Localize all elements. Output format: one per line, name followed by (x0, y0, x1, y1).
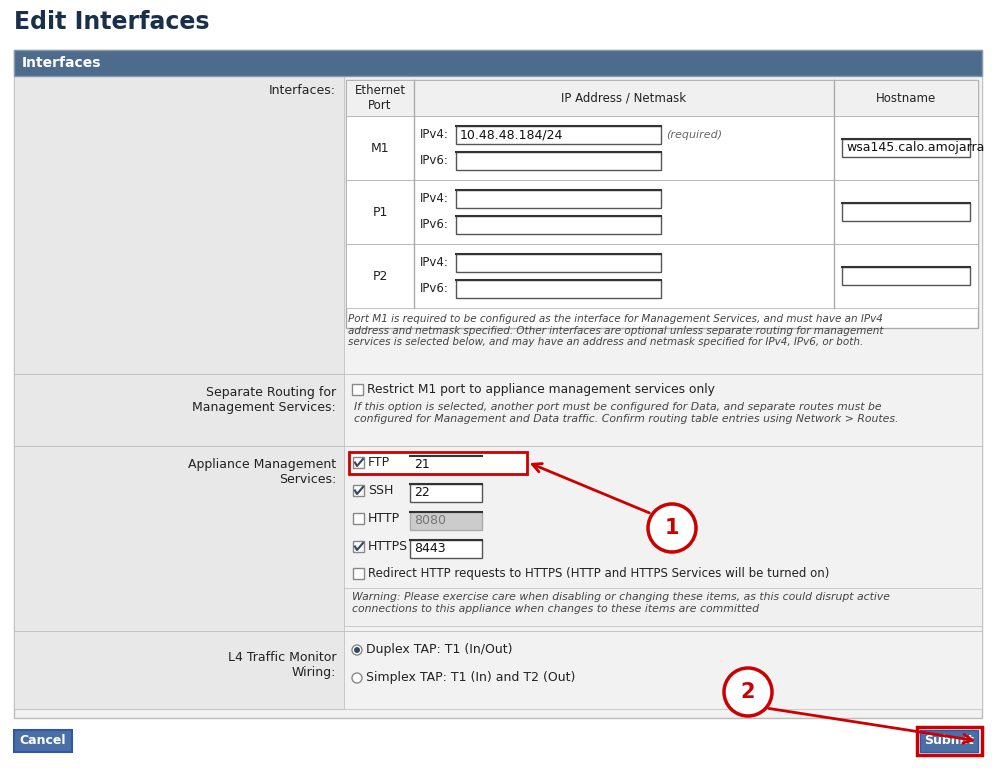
Bar (346, 244, 978, 308)
Text: Duplex TAP: T1 (In/Out): Duplex TAP: T1 (In/Out) (366, 643, 512, 656)
Text: Submit: Submit (924, 735, 974, 748)
Text: SSH: SSH (368, 484, 394, 497)
Bar (456, 280, 661, 298)
Text: IPv4:: IPv4: (420, 257, 449, 270)
Circle shape (352, 673, 362, 683)
Bar (14, 446, 982, 631)
Text: 21: 21 (414, 459, 430, 471)
Text: Ethernet
Port: Ethernet Port (355, 84, 406, 112)
Circle shape (648, 504, 696, 552)
Text: P1: P1 (373, 205, 388, 219)
Text: IPv4:: IPv4: (420, 192, 449, 205)
Bar (14, 730, 72, 752)
Circle shape (724, 668, 772, 716)
Bar (456, 126, 661, 144)
Text: P2: P2 (373, 270, 388, 283)
Text: Port M1 is required to be configured as the interface for Management Services, a: Port M1 is required to be configured as … (348, 314, 883, 347)
Bar (410, 512, 482, 530)
Text: 1: 1 (664, 518, 679, 538)
Text: FTP: FTP (368, 456, 391, 469)
Text: 22: 22 (414, 487, 430, 500)
Text: IPv6:: IPv6: (420, 283, 449, 295)
Text: Appliance Management
Services:: Appliance Management Services: (188, 458, 336, 486)
Bar (353, 513, 364, 524)
Text: Edit Interfaces: Edit Interfaces (14, 10, 210, 34)
Bar (456, 152, 661, 170)
Bar (344, 588, 982, 626)
Text: Interfaces: Interfaces (22, 56, 102, 70)
Bar (346, 80, 978, 116)
Bar (456, 190, 661, 208)
Text: 8443: 8443 (414, 542, 446, 556)
Bar (917, 727, 982, 755)
Text: IPv4:: IPv4: (420, 129, 449, 142)
Bar (14, 374, 982, 446)
Bar (353, 485, 364, 496)
Bar (346, 116, 978, 180)
Text: HTTPS: HTTPS (368, 539, 409, 553)
Text: Restrict M1 port to appliance management services only: Restrict M1 port to appliance management… (367, 383, 715, 395)
Bar (349, 452, 527, 474)
Bar (842, 139, 970, 157)
Text: Warning: Please exercise care when disabling or changing these items, as this co: Warning: Please exercise care when disab… (352, 592, 890, 614)
Text: Hostname: Hostname (876, 91, 936, 105)
Circle shape (352, 645, 362, 655)
Bar (14, 631, 982, 709)
Text: HTTP: HTTP (368, 512, 401, 525)
Bar (14, 446, 344, 631)
Bar (842, 267, 970, 285)
Bar (353, 541, 364, 552)
Text: Cancel: Cancel (20, 735, 66, 748)
Bar (410, 456, 482, 474)
Bar (920, 730, 978, 752)
Text: 8080: 8080 (414, 515, 446, 528)
Bar (14, 50, 982, 76)
Bar (353, 457, 364, 468)
Text: If this option is selected, another port must be configured for Data, and separa: If this option is selected, another port… (354, 402, 898, 424)
Bar (352, 384, 363, 395)
Bar (14, 76, 344, 374)
Text: L4 Traffic Monitor
Wiring:: L4 Traffic Monitor Wiring: (228, 651, 336, 679)
Bar (456, 216, 661, 234)
Text: 10.48.48.184/24: 10.48.48.184/24 (460, 129, 563, 142)
Text: IPv6:: IPv6: (420, 219, 449, 232)
Bar (346, 80, 978, 328)
Text: wsa145.calo.amojarra: wsa145.calo.amojarra (846, 142, 984, 154)
Bar (410, 484, 482, 502)
Text: Interfaces:: Interfaces: (269, 84, 336, 97)
Text: Separate Routing for
Management Services:: Separate Routing for Management Services… (192, 386, 336, 414)
Text: M1: M1 (371, 142, 390, 154)
Bar (14, 76, 982, 374)
Bar (456, 254, 661, 272)
Bar (842, 203, 970, 221)
Text: Redirect HTTP requests to HTTPS (HTTP and HTTPS Services will be turned on): Redirect HTTP requests to HTTPS (HTTP an… (368, 567, 829, 580)
Bar (346, 180, 978, 244)
Text: 2: 2 (740, 682, 755, 702)
Bar (353, 568, 364, 579)
Bar (14, 631, 344, 709)
Text: Simplex TAP: T1 (In) and T2 (Out): Simplex TAP: T1 (In) and T2 (Out) (366, 671, 575, 684)
Circle shape (355, 648, 360, 653)
Bar (14, 374, 344, 446)
Text: (required): (required) (666, 130, 722, 140)
Text: IP Address / Netmask: IP Address / Netmask (561, 91, 686, 105)
Text: IPv6:: IPv6: (420, 154, 449, 167)
Bar (410, 540, 482, 558)
Bar (14, 50, 982, 718)
